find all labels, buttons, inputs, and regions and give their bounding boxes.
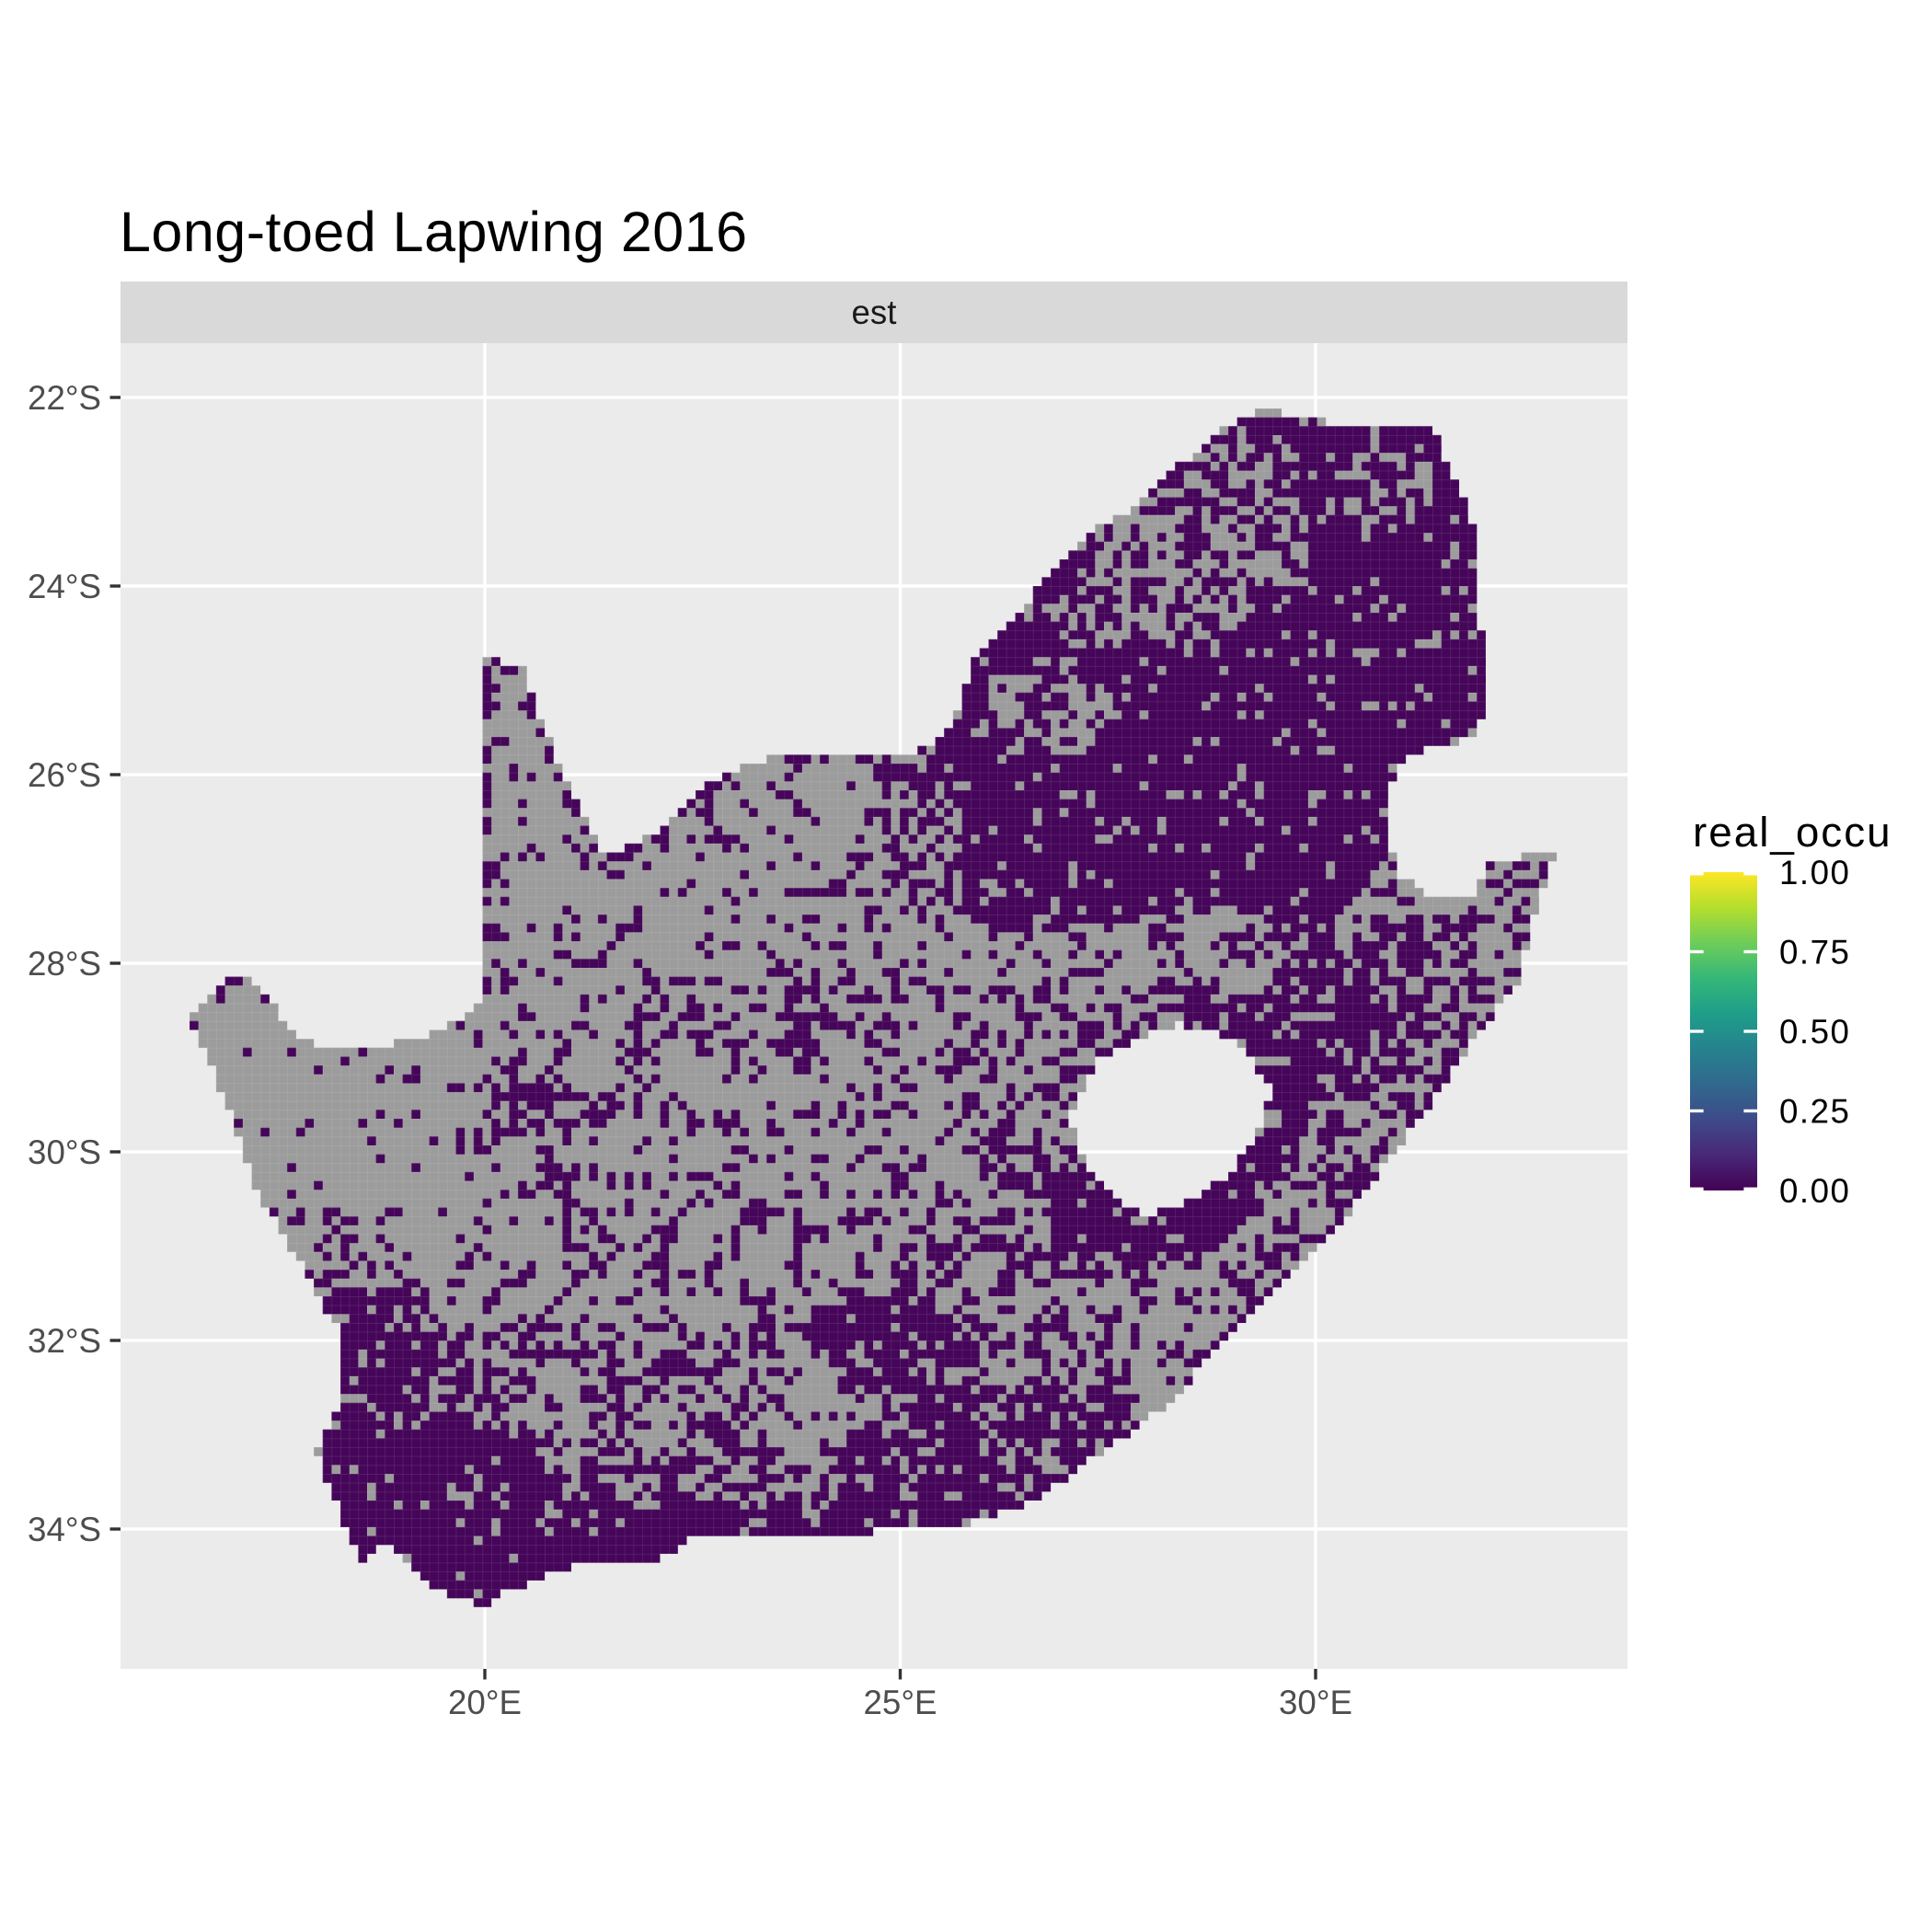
svg-text:0.50: 0.50: [1779, 1013, 1850, 1051]
svg-text:1.00: 1.00: [1779, 854, 1850, 891]
svg-text:30°E: 30°E: [1279, 1684, 1352, 1721]
svg-text:real_occu: real_occu: [1693, 809, 1892, 856]
svg-text:30°S: 30°S: [28, 1133, 101, 1171]
svg-text:34°S: 34°S: [28, 1511, 101, 1548]
svg-text:Long-toed Lapwing 2016: Long-toed Lapwing 2016: [120, 201, 748, 263]
svg-text:0.25: 0.25: [1779, 1093, 1850, 1131]
svg-text:22°S: 22°S: [28, 379, 101, 417]
svg-text:26°S: 26°S: [28, 756, 101, 794]
svg-text:0.75: 0.75: [1779, 934, 1850, 972]
svg-text:20°E: 20°E: [448, 1684, 522, 1721]
svg-text:est: est: [852, 293, 897, 331]
svg-text:25°E: 25°E: [864, 1684, 937, 1721]
svg-text:24°S: 24°S: [28, 568, 101, 605]
svg-text:32°S: 32°S: [28, 1322, 101, 1360]
svg-text:0.00: 0.00: [1779, 1172, 1850, 1210]
svg-text:28°S: 28°S: [28, 945, 101, 983]
